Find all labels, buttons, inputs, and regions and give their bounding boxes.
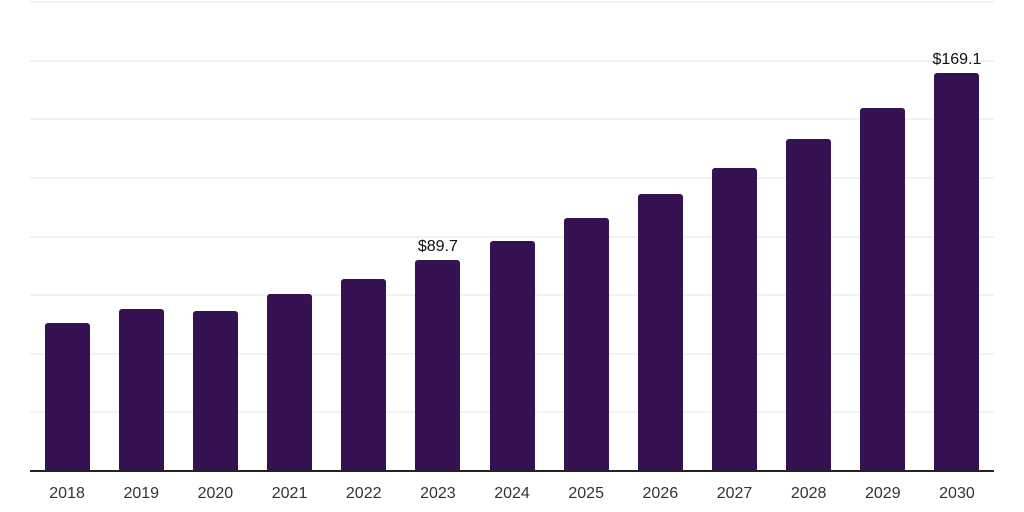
bar-2029 [860, 108, 906, 470]
x-tick-label-2018: 2018 [49, 485, 85, 502]
x-tick-label-2026: 2026 [642, 485, 679, 502]
bar-group-2025 [549, 0, 623, 470]
bar-value-label-2030: $169.1 [932, 51, 982, 69]
x-tick-label-2021: 2021 [271, 485, 308, 502]
x-axis-line [30, 470, 994, 472]
x-tick-label-2019: 2019 [123, 485, 160, 502]
x-tick-label-2020: 2020 [197, 485, 234, 502]
x-tick-label-2027: 2027 [716, 485, 753, 502]
x-tick-label-2029: 2029 [865, 485, 901, 502]
bar-2027 [711, 168, 757, 470]
bar-group-2029 [846, 0, 920, 470]
gridline [30, 235, 994, 238]
bar-2022 [341, 279, 387, 470]
x-axis-labels: 2018 2019 2020 2021 2022 2023 2024 2025 2026 2027… [30, 472, 994, 503]
x-tick-label-2024: 2024 [494, 485, 530, 502]
bar-group-2018 [30, 0, 104, 470]
x-tick-label-2028: 2028 [790, 485, 827, 502]
bar-group-2019 [104, 0, 178, 470]
bar-group-2028 [772, 0, 846, 470]
bar-group-2027 [697, 0, 771, 470]
bar-group-2030: $169.1 [920, 0, 994, 470]
bar-2018 [44, 322, 90, 470]
x-tick-label-2022: 2022 [345, 485, 382, 502]
gridline [30, 176, 994, 179]
bar-2026 [637, 194, 683, 470]
bar-2019 [118, 309, 164, 470]
x-tick-label-2030: 2030 [939, 485, 975, 502]
bar-group-2024 [475, 0, 549, 470]
x-tick-label-2025: 2025 [568, 485, 604, 502]
bar-group-2026 [623, 0, 697, 470]
gridline [30, 59, 994, 62]
bar-value-label-2023: $89.7 [417, 237, 458, 255]
bar-2030 [934, 73, 980, 470]
plot-area: $89.7 $169.1 2018 2019 2020 2021 2022 2023 2024… [30, 0, 994, 512]
gridline [30, 118, 994, 121]
bar-group-2023: $89.7 [401, 0, 475, 470]
gridline [30, 0, 994, 3]
bar-2020 [192, 311, 238, 470]
x-tick-label-2023: 2023 [420, 485, 456, 502]
bar-2023 [415, 259, 461, 470]
bar-group-2021 [252, 0, 326, 470]
bar-group-2022 [327, 0, 401, 470]
bar-2028 [786, 139, 832, 470]
bar-2024 [489, 241, 535, 470]
bar-2021 [267, 294, 313, 470]
bar-group-2020 [178, 0, 252, 470]
bars-row: $89.7 $169.1 [30, 0, 994, 470]
bar-2025 [563, 218, 609, 470]
